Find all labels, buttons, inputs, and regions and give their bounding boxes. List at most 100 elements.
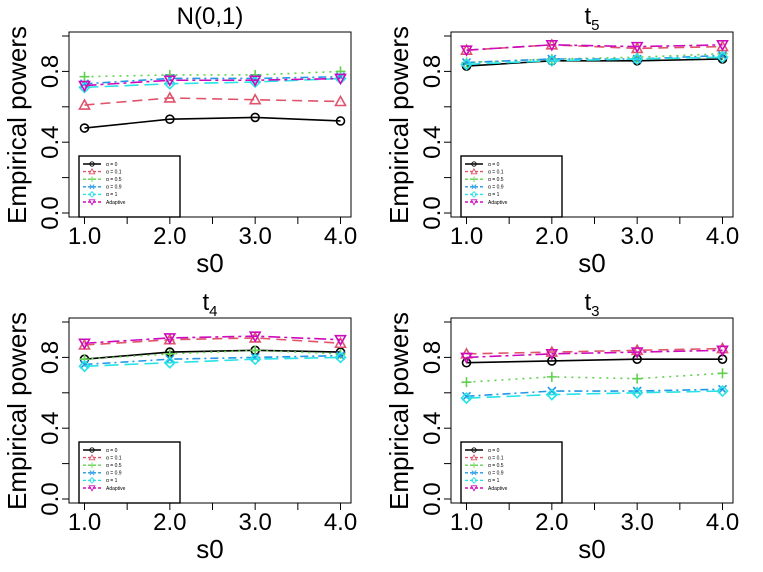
data-point (460, 45, 473, 57)
data-point (630, 41, 644, 54)
data-point (79, 123, 90, 133)
legend-label: α = 0.9 (488, 471, 504, 477)
data-point (716, 384, 729, 398)
x-tick-label: 3.0 (620, 509, 653, 536)
chart-title: t5 (584, 3, 599, 34)
x-tick-label: 1.0 (450, 223, 483, 250)
x-tick-label: 3.0 (238, 509, 271, 536)
data-point (547, 386, 557, 396)
legend-marker (89, 447, 95, 453)
data-point (632, 373, 643, 384)
x-axis-label: s0 (578, 248, 605, 278)
x-tick-label: 2.0 (535, 223, 568, 250)
series-line (466, 358, 723, 364)
data-point (717, 384, 728, 394)
legend-label: α = 0.1 (488, 455, 504, 461)
x-tick-label: 2.0 (153, 223, 186, 250)
data-point (545, 345, 559, 357)
series-line (466, 347, 723, 355)
legend-label: α = 0.9 (488, 185, 504, 191)
series-line (466, 388, 723, 398)
series-line (466, 390, 723, 399)
y-tick-label: 0.8 (37, 55, 64, 88)
legend-marker (89, 161, 95, 167)
legend-label: α = 0.5 (488, 463, 504, 469)
data-point (248, 331, 262, 343)
data-point (334, 334, 347, 347)
series-line (466, 44, 723, 51)
plot-frame (450, 317, 734, 504)
y-tick-label: 0.8 (419, 341, 446, 374)
data-point (249, 353, 262, 366)
chart-panel: N(0,1) 1.0 2.0 3.0 4.0 0.0 0.4 0.8 s0 Empirical p… (2, 3, 357, 278)
legend-marker (89, 470, 95, 476)
legend-label: α = 1 (106, 192, 118, 198)
legend-marker (471, 184, 477, 190)
data-point (165, 114, 175, 124)
legend-label: Adaptive (488, 486, 508, 492)
data-point (163, 75, 177, 87)
y-tick-label: 0.0 (419, 196, 446, 229)
data-point (250, 112, 260, 123)
legend-label: Adaptive (488, 200, 508, 206)
chart-title: t4 (202, 289, 217, 320)
x-tick-label: 4.0 (324, 223, 357, 250)
data-point (334, 351, 347, 364)
plot-frame (450, 31, 734, 218)
series-line (84, 77, 341, 87)
series-line (84, 354, 341, 366)
data-point (335, 351, 346, 361)
data-point (545, 388, 558, 401)
data-point (546, 371, 557, 382)
data-point (545, 54, 558, 67)
legend-marker (88, 199, 96, 206)
chart-panel: t4 1.0 2.0 3.0 4.0 0.0 0.4 0.8 s0 Empirical power… (2, 289, 357, 564)
y-axis-label: Empirical powers (384, 312, 414, 510)
y-tick-label: 0.4 (37, 412, 64, 445)
legend-label: Adaptive (106, 486, 126, 492)
x-tick-label: 2.0 (535, 509, 568, 536)
y-tick-label: 0.8 (419, 55, 446, 88)
legend-label: Adaptive (106, 200, 126, 206)
data-point (631, 386, 644, 399)
y-tick-label: 0.0 (419, 482, 446, 515)
y-tick-label: 0.8 (37, 341, 64, 374)
series-line (466, 44, 723, 51)
x-tick-label: 4.0 (706, 223, 739, 250)
y-axis-label: Empirical powers (2, 26, 32, 224)
x-tick-label: 2.0 (153, 509, 186, 536)
legend-marker (88, 167, 96, 175)
legend-marker (470, 199, 478, 206)
data-point (79, 354, 90, 365)
data-point (78, 98, 91, 110)
data-point (461, 391, 472, 401)
chart-title-subscript: 3 (591, 303, 599, 320)
x-tick-label: 4.0 (324, 509, 357, 536)
data-point (79, 71, 90, 82)
data-point (78, 360, 91, 373)
y-tick-label: 0.0 (37, 196, 64, 229)
data-point (460, 391, 473, 405)
x-tick-label: 1.0 (450, 509, 483, 536)
legend-marker (471, 470, 477, 476)
series-line (84, 75, 341, 85)
x-axis-label: s0 (578, 534, 605, 564)
chart-panel: t3 1.0 2.0 3.0 4.0 0.0 0.4 0.8 s0 Empirical power… (384, 289, 739, 564)
plot-frame (68, 31, 352, 218)
chart-title: N(0,1) (177, 3, 244, 30)
data-point (716, 345, 729, 357)
legend-marker (88, 485, 96, 492)
legend-marker (89, 184, 95, 190)
x-axis-label: s0 (196, 534, 223, 564)
legend-label: α = 0.9 (106, 185, 122, 191)
data-point (630, 343, 644, 356)
plot-frame (68, 317, 352, 504)
data-point (163, 77, 176, 90)
chart-title-main: N(0,1) (177, 3, 244, 30)
x-tick-label: 3.0 (238, 223, 271, 250)
series-line (84, 356, 341, 368)
series-line (466, 54, 723, 64)
series-line (466, 56, 723, 66)
series-line (84, 335, 341, 345)
legend-marker (88, 191, 96, 198)
